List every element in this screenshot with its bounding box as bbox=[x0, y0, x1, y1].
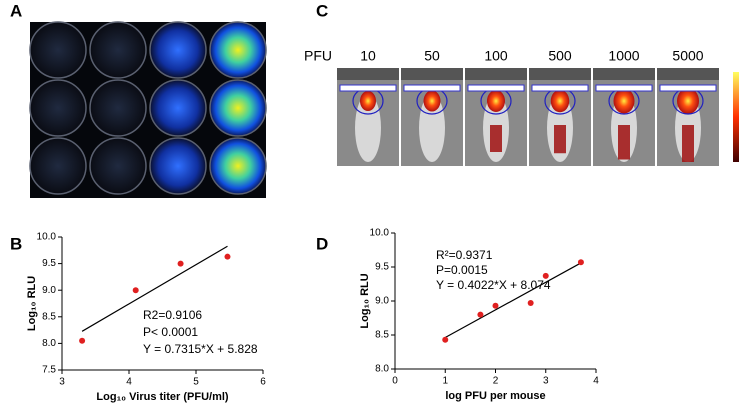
data-point bbox=[527, 300, 534, 307]
roi-tag bbox=[339, 84, 397, 92]
x-tick-label: 0 bbox=[392, 376, 398, 387]
data-point bbox=[577, 259, 584, 266]
well bbox=[149, 79, 207, 137]
dose-label: 100 bbox=[484, 48, 508, 64]
y-tick-label: 9.5 bbox=[42, 258, 56, 269]
well-plate-image bbox=[29, 21, 267, 198]
roi-tag bbox=[659, 84, 717, 92]
mouse-body bbox=[419, 94, 445, 162]
data-point bbox=[542, 272, 549, 279]
y-tick-label: 8.5 bbox=[375, 330, 389, 341]
signal bbox=[613, 88, 635, 114]
x-tick-label: 4 bbox=[593, 376, 599, 387]
signal bbox=[677, 88, 699, 114]
x-tick-label: 5 bbox=[193, 377, 199, 388]
y-axis-label: Log₁₀ RLU bbox=[359, 273, 371, 328]
y-tick-label: 9.0 bbox=[42, 285, 56, 296]
cage-bars bbox=[337, 68, 399, 80]
signal bbox=[550, 89, 570, 113]
data-point bbox=[492, 302, 499, 309]
fit-line bbox=[444, 262, 582, 339]
x-tick-label: 3 bbox=[59, 377, 65, 388]
signal-body bbox=[682, 125, 694, 162]
annotation: Y = 0.4022*X + 8.074 bbox=[436, 278, 551, 292]
signal-body bbox=[618, 125, 630, 160]
y-tick-label: 9.5 bbox=[375, 262, 389, 273]
signal bbox=[487, 90, 505, 112]
panel-label: D bbox=[316, 234, 328, 253]
annotation: Y = 0.7315*X + 5.828 bbox=[143, 342, 258, 356]
y-tick-label: 9.0 bbox=[375, 296, 389, 307]
cage-bars bbox=[465, 68, 527, 80]
cage-bars bbox=[657, 68, 719, 80]
mouse-body bbox=[355, 94, 381, 162]
annotation: R²=0.9371 bbox=[436, 248, 493, 262]
cage-bars bbox=[529, 68, 591, 80]
dose-label: 10 bbox=[360, 48, 376, 64]
y-tick-label: 7.5 bbox=[42, 365, 56, 376]
x-tick-label: 3 bbox=[543, 376, 549, 387]
x-tick-label: 2 bbox=[493, 376, 499, 387]
y-tick-label: 10.0 bbox=[370, 228, 390, 239]
x-axis-label: log PFU per mouse bbox=[445, 390, 545, 402]
panel-label: A bbox=[10, 1, 22, 20]
x-axis-label: Log₁₀ Virus titer (PFU/ml) bbox=[96, 391, 228, 403]
signal-body bbox=[554, 125, 566, 154]
data-point bbox=[177, 260, 184, 267]
fit-line bbox=[81, 245, 228, 332]
signal bbox=[423, 90, 441, 112]
well bbox=[209, 79, 267, 137]
panel-label: B bbox=[10, 234, 22, 253]
y-tick-label: 8.0 bbox=[375, 364, 389, 375]
data-point bbox=[132, 287, 139, 294]
data-point bbox=[442, 336, 449, 343]
annotation: R2=0.9106 bbox=[143, 308, 202, 322]
data-point bbox=[224, 253, 231, 260]
data-point bbox=[477, 311, 484, 318]
annotation: P=0.0015 bbox=[436, 263, 488, 277]
roi-tag bbox=[595, 84, 653, 92]
well bbox=[29, 79, 87, 137]
signal-body bbox=[490, 125, 502, 152]
y-tick-label: 10.0 bbox=[37, 232, 57, 243]
x-tick-label: 6 bbox=[260, 377, 266, 388]
y-tick-label: 8.0 bbox=[42, 338, 56, 349]
well bbox=[149, 137, 207, 195]
dose-label: 500 bbox=[548, 48, 572, 64]
well bbox=[149, 21, 207, 79]
roi-tag bbox=[531, 84, 589, 92]
mouse-imaging: PFU 10 50 100 500 1000 5000 bbox=[304, 48, 739, 166]
dose-label: 5000 bbox=[672, 48, 703, 64]
y-tick-label: 8.5 bbox=[42, 311, 56, 322]
x-tick-label: 1 bbox=[442, 376, 448, 387]
signal bbox=[360, 91, 376, 111]
well bbox=[29, 137, 87, 195]
cage-bars bbox=[401, 68, 463, 80]
well bbox=[209, 21, 267, 79]
well bbox=[29, 21, 87, 79]
data-point bbox=[79, 337, 86, 344]
roi-tag bbox=[467, 84, 525, 92]
well bbox=[89, 137, 147, 195]
cage-bars bbox=[593, 68, 655, 80]
roi-tag bbox=[403, 84, 461, 92]
well bbox=[89, 21, 147, 79]
x-tick-label: 4 bbox=[126, 377, 132, 388]
well bbox=[209, 137, 267, 195]
annotation: P< 0.0001 bbox=[143, 325, 198, 339]
dose-label: 1000 bbox=[608, 48, 639, 64]
well bbox=[89, 79, 147, 137]
unit-label: PFU bbox=[304, 48, 332, 64]
dose-label: 50 bbox=[424, 48, 440, 64]
panel-label: C bbox=[316, 1, 328, 20]
y-axis-label: Log₁₀ RLU bbox=[26, 276, 38, 331]
